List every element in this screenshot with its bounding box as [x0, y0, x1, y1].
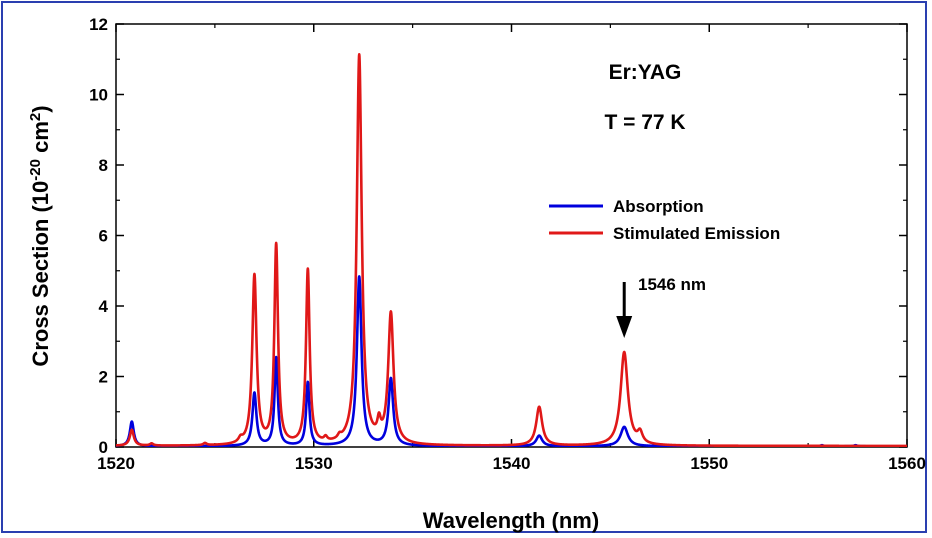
temperature-annotation: T = 77 K: [604, 111, 685, 134]
y-tick-label: 0: [99, 438, 108, 457]
y-tick-label: 2: [99, 368, 108, 387]
legend-emission-label: Stimulated Emission: [613, 224, 780, 243]
y-tick-label: 6: [99, 227, 108, 246]
y-axis-title: Cross Section (10-20 cm2): [27, 105, 53, 366]
y-tick-label: 10: [89, 86, 108, 105]
y-tick-label: 4: [99, 297, 109, 316]
material-annotation: Er:YAG: [609, 61, 682, 84]
x-tick-label: 1540: [493, 454, 531, 473]
arrow-head: [616, 316, 633, 338]
x-tick-label: 1550: [690, 454, 728, 473]
x-tick-label: 1520: [97, 454, 135, 473]
legend-absorption-label: Absorption: [613, 197, 704, 216]
arrow-label: 1546 nm: [638, 275, 706, 294]
absorption-series-line: [116, 275, 907, 447]
y-tick-label: 8: [99, 156, 108, 175]
x-tick-label: 1560: [888, 454, 926, 473]
emission-series-line: [116, 53, 907, 447]
plot-layer: 1520 1530 1540 1550 1560 0 2 4 6 8 10 12: [89, 15, 926, 473]
x-tick-label: 1530: [295, 454, 333, 473]
y-tick-label: 12: [89, 15, 108, 34]
plot-area-border: [115, 23, 908, 448]
x-axis-title: Wavelength (nm): [423, 508, 599, 533]
arrow-icon: [616, 282, 633, 338]
